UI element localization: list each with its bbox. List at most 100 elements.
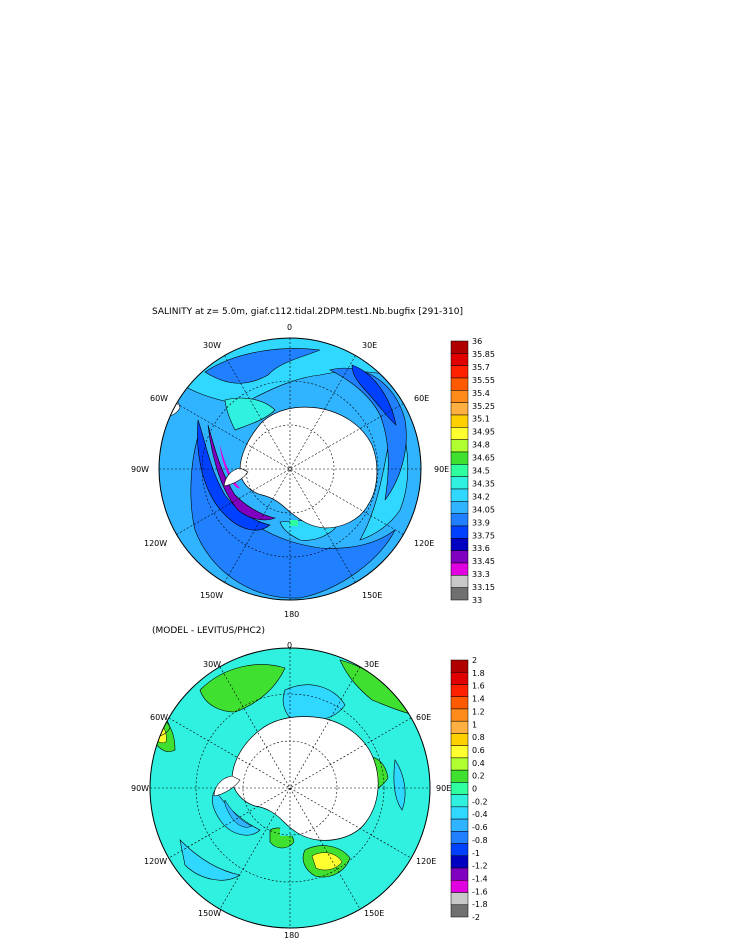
salinity-colorbar-label: 33.9: [472, 518, 490, 527]
salinity-field-low-west: [197, 419, 271, 531]
lon-label-90e: 90E: [434, 465, 449, 474]
lon-label-30e: 30E: [364, 660, 379, 669]
difference-colorbar: 2 1.8 1.6 1.4 1.2 1 0.8 0.6 0.4 0.2 0 -0.2 -0.4 -0.6 -…: [450, 656, 488, 922]
salinity-colorbar-label: 34.35: [472, 479, 495, 488]
salinity-colorbar-swatch: [450, 575, 469, 588]
difference-colorbar-swatch: [450, 671, 469, 685]
difference-colorbar-swatch: [450, 745, 469, 759]
salinity-colorbar-label: 35.4: [472, 389, 490, 398]
salinity-colorbar-label: 33.45: [472, 557, 495, 566]
salinity-map: [159, 338, 421, 600]
salinity-colorbar-swatch: [450, 353, 469, 366]
difference-colorbar-label: -2: [472, 913, 480, 922]
difference-colorbar-label: 1.2: [472, 707, 485, 716]
lon-label-90e: 90E: [436, 784, 451, 793]
lon-label-180: 180: [284, 610, 299, 619]
difference-colorbar-label: -0.2: [472, 797, 488, 806]
salinity-colorbar-label: 33.15: [472, 583, 495, 592]
lon-label-60e: 60E: [414, 394, 429, 403]
difference-colorbar-swatch: [450, 892, 469, 906]
lon-label-0: 0: [287, 641, 292, 650]
difference-colorbar-label: 0.2: [472, 772, 485, 781]
lon-label-120w: 120W: [144, 857, 167, 866]
difference-colorbar-swatch: [450, 806, 469, 820]
salinity-colorbar-label: 36: [472, 337, 482, 346]
salinity-colorbar-label: 33.75: [472, 531, 495, 540]
salinity-colorbar-swatch: [450, 464, 469, 477]
difference-field-positive-north: [199, 664, 286, 713]
salinity-colorbar-swatch: [450, 513, 469, 527]
lon-label-150w: 150W: [200, 591, 223, 600]
difference-colorbar-label: -0.4: [472, 810, 488, 819]
lon-label-120w: 120W: [144, 539, 167, 548]
lon-label-0: 0: [287, 323, 292, 332]
salinity-colorbar-swatch: [450, 439, 469, 453]
salinity-colorbar-swatch: [450, 390, 469, 403]
antarctic-peninsula: [223, 467, 249, 487]
salinity-colorbar-swatch: [450, 451, 469, 465]
difference-colorbar-swatch: [450, 843, 469, 857]
salinity-colorbar-label: 34.8: [472, 441, 490, 450]
difference-colorbar-swatch: [450, 904, 469, 918]
salinity-colorbar-swatch: [450, 501, 469, 514]
difference-longitude-labels: 0 30E 60E 90E 120E 150E 180 150W 120W 90…: [131, 641, 451, 940]
salinity-colorbar-swatch: [450, 365, 469, 379]
salinity-map-border: [158, 337, 422, 601]
difference-colorbar-label: -1.8: [472, 900, 488, 909]
salinity-colorbar-label: 33.6: [472, 544, 490, 553]
difference-colorbar-label: 0.8: [472, 733, 485, 742]
difference-field-negative-west-core: [224, 799, 253, 828]
difference-colorbar-swatch: [450, 684, 469, 697]
salinity-field-near-coast: [224, 397, 276, 431]
salinity-colorbar-label: 34.65: [472, 454, 495, 463]
lon-label-60w: 60W: [150, 713, 168, 722]
antarctic-peninsula-diff: [213, 775, 241, 797]
difference-colorbar-label: 2: [472, 656, 477, 665]
difference-colorbar-swatch: [450, 831, 469, 844]
difference-colorbar-swatch: [450, 880, 469, 893]
lon-label-150e: 150E: [364, 909, 384, 918]
difference-colorbar-label: -1.6: [472, 887, 488, 896]
difference-colorbar-label: -1.4: [472, 874, 488, 883]
salinity-colorbar-label: 35.55: [472, 376, 495, 385]
lon-label-180: 180: [284, 931, 299, 940]
difference-colorbar-label: 0: [472, 785, 477, 794]
difference-map: [150, 648, 430, 928]
difference-field-negative-east: [393, 759, 406, 811]
salinity-colorbar-swatch: [450, 402, 469, 416]
salinity-colorbar-label: 34.95: [472, 428, 495, 437]
salinity-field-band-north: [204, 348, 321, 384]
salinity-colorbar-label: 33.3: [472, 570, 490, 579]
lon-label-30w: 30W: [203, 660, 221, 669]
difference-map-border: [149, 647, 431, 929]
salinity-field-min-west: [207, 424, 277, 521]
difference-colorbar-swatch: [450, 818, 469, 832]
difference-title: (MODEL - LEVITUS/PHC2): [152, 626, 265, 636]
lon-label-150e: 150E: [362, 591, 382, 600]
difference-graticule: [150, 648, 430, 928]
difference-colorbar-swatch: [450, 733, 469, 746]
salinity-colorbar-swatch: [450, 488, 469, 502]
salinity-colorbar-label: 35.1: [472, 415, 490, 424]
difference-field-max-west: [151, 721, 167, 744]
difference-field-max-southeast: [311, 852, 343, 871]
difference-colorbar-swatch: [450, 782, 469, 795]
difference-colorbar-label: 1.4: [472, 695, 485, 704]
difference-field-peak-west: [154, 727, 161, 738]
salinity-graticule: [159, 338, 421, 600]
difference-colorbar-swatch: [450, 794, 469, 808]
lon-label-90w: 90W: [131, 784, 149, 793]
difference-panel: (MODEL - LEVITUS/PHC2): [131, 626, 488, 940]
salinity-colorbar-label: 35.25: [472, 402, 495, 411]
difference-colorbar-swatch: [450, 855, 469, 869]
difference-colorbar-swatch: [450, 659, 469, 673]
difference-colorbar-label: 0.4: [472, 759, 485, 768]
difference-colorbar-swatch: [450, 696, 469, 710]
difference-colorbar-label: -1: [472, 849, 480, 858]
difference-colorbar-swatch: [450, 867, 469, 881]
salinity-colorbar-swatch: [450, 550, 469, 564]
difference-colorbar-label: 1.6: [472, 682, 485, 691]
difference-colorbar-swatch: [450, 769, 469, 783]
difference-colorbar-label: 1.8: [472, 669, 485, 678]
